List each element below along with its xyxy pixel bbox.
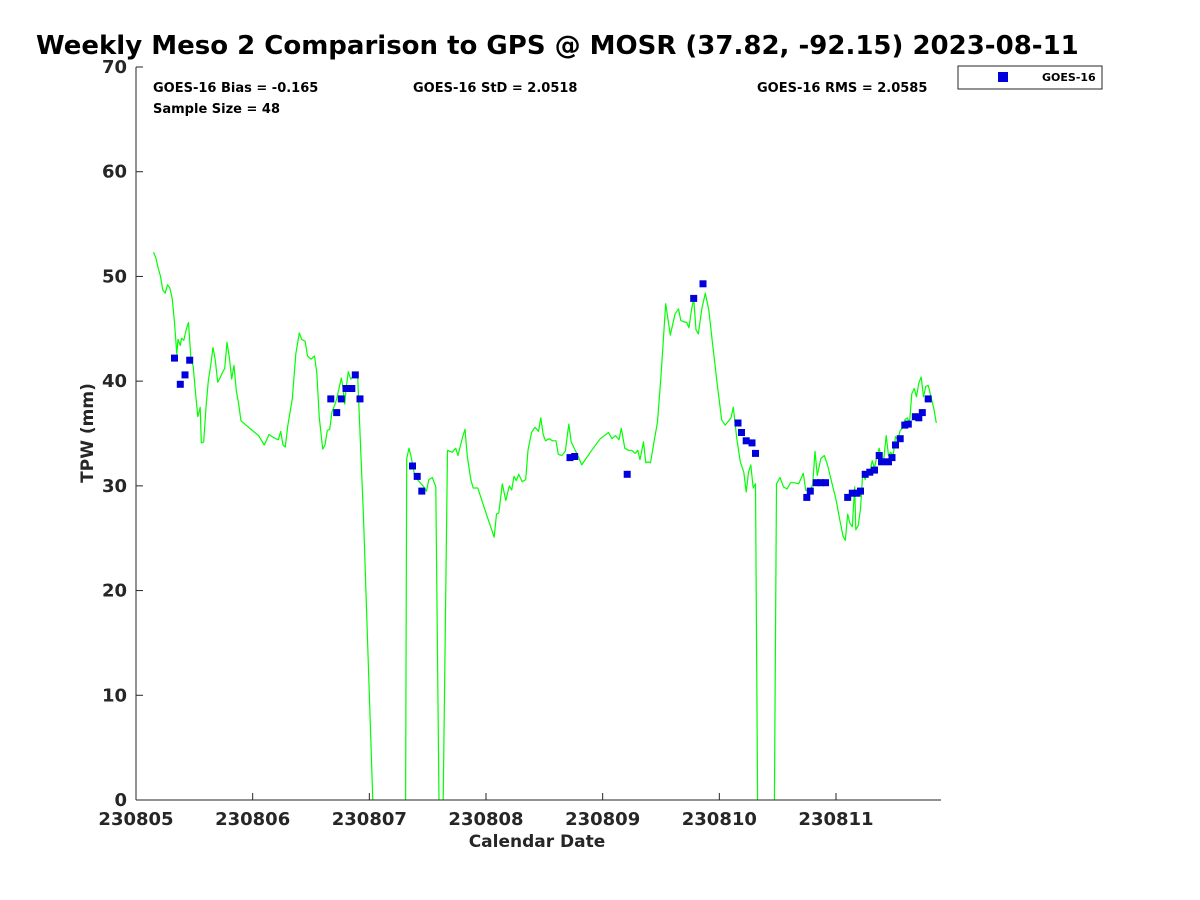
goes16-data-point xyxy=(351,371,359,379)
goes16-data-point xyxy=(734,419,742,427)
y-tick-label: 10 xyxy=(102,685,127,706)
goes16-data-point xyxy=(812,479,820,487)
gps-tpw-line xyxy=(152,252,374,800)
goes16-data-point xyxy=(875,452,883,459)
plot-area: 0 10 20 30 40 50 60 70 230805 230806 230807 230808… xyxy=(98,57,941,830)
goes16-data-point xyxy=(861,470,869,478)
goes16-data-point xyxy=(690,294,698,302)
x-tick-label: 230809 xyxy=(565,809,640,830)
goes16-data-point xyxy=(844,493,852,501)
legend-label: GOES-16 xyxy=(1042,71,1096,84)
sample-size-stat: Sample Size = 48 xyxy=(153,102,280,117)
legend-marker xyxy=(998,72,1008,82)
goes16-data-point xyxy=(896,435,904,443)
x-tick-label: 230811 xyxy=(798,809,873,830)
goes16-data-point xyxy=(857,487,864,495)
goes16-data-point xyxy=(904,420,912,428)
goes16-data-point xyxy=(171,354,178,362)
goes16-data-point xyxy=(806,487,814,495)
x-tick-label: 230810 xyxy=(682,809,757,830)
x-tick-label: 230807 xyxy=(332,809,407,830)
goes16-data-point xyxy=(924,395,932,403)
bias-stat: GOES-16 Bias = -0.165 xyxy=(153,81,318,96)
goes16-data-point xyxy=(892,441,899,449)
goes16-data-point xyxy=(822,479,829,487)
goes16-data-point xyxy=(623,470,631,478)
goes16-data-point xyxy=(418,487,426,495)
goes16-data-point xyxy=(748,439,756,447)
goes16-data-point xyxy=(356,395,364,403)
goes16-data-point xyxy=(866,468,874,476)
y-tick-label: 30 xyxy=(102,476,127,497)
y-tick-label: 20 xyxy=(102,581,127,602)
goes16-data-point xyxy=(918,409,926,417)
y-tick-label: 70 xyxy=(102,57,127,78)
goes16-data-point xyxy=(413,472,421,480)
goes16-data-point xyxy=(699,280,707,288)
goes16-data-point xyxy=(348,385,356,392)
goes16-data-point xyxy=(342,385,350,392)
goes16-data-point xyxy=(742,437,750,445)
legend: GOES-16 xyxy=(957,65,1103,90)
goes16-data-point xyxy=(871,466,878,474)
x-ticks: 230805 230806 230807 230808 230809 230810 2308… xyxy=(98,793,874,830)
goes16-data-point xyxy=(571,453,579,460)
x-tick-label: 230806 xyxy=(215,809,290,830)
goes16-series-points xyxy=(171,280,932,501)
goes16-data-point xyxy=(888,454,896,462)
y-ticks: 0 10 20 30 40 50 60 70 xyxy=(102,57,143,811)
gps-tpw-line xyxy=(442,292,759,800)
y-tick-label: 60 xyxy=(102,162,127,183)
goes16-data-point xyxy=(333,409,341,417)
goes16-data-point xyxy=(848,489,856,497)
y-axis-label: TPW (mm) xyxy=(78,383,98,483)
goes16-data-point xyxy=(176,380,184,388)
goes16-data-point xyxy=(803,493,811,501)
std-stat: GOES-16 StD = 2.0518 xyxy=(413,81,577,96)
goes16-data-point xyxy=(337,395,345,403)
goes16-data-point xyxy=(186,356,194,364)
goes16-data-point xyxy=(752,449,759,457)
goes16-data-point xyxy=(327,395,335,403)
x-tick-label: 230805 xyxy=(98,809,173,830)
y-tick-label: 50 xyxy=(102,266,127,287)
goes16-data-point xyxy=(738,429,745,436)
goes16-data-point xyxy=(181,371,189,379)
goes16-data-point xyxy=(885,458,892,466)
goes16-data-point xyxy=(878,458,885,466)
y-tick-label: 40 xyxy=(102,371,127,392)
chart-title: Weekly Meso 2 Comparison to GPS @ MOSR (… xyxy=(36,31,1079,61)
goes16-data-point xyxy=(915,414,923,422)
x-tick-label: 230808 xyxy=(448,809,523,830)
rms-stat: GOES-16 RMS = 2.0585 xyxy=(757,81,927,96)
legend-box xyxy=(957,65,1103,90)
gps-tpw-line xyxy=(405,447,440,800)
goes16-data-point xyxy=(409,462,416,470)
x-axis-label: Calendar Date xyxy=(469,832,606,852)
goes16-data-point xyxy=(566,454,574,462)
goes16-data-point xyxy=(817,479,825,487)
y-tick-label: 0 xyxy=(114,790,127,811)
